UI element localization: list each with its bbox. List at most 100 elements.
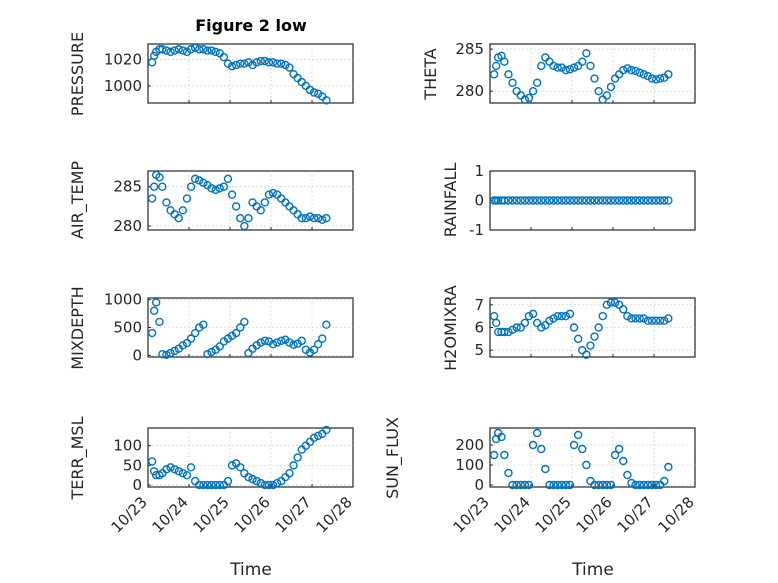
data-point [578, 345, 587, 355]
data-point [147, 457, 157, 466]
data-point [199, 320, 208, 329]
data-point [610, 450, 620, 460]
data-point [619, 65, 628, 75]
data-point [215, 342, 224, 351]
data-point [623, 64, 632, 73]
data-point [614, 196, 624, 205]
data-point [236, 463, 245, 472]
data-point [594, 323, 603, 332]
data-point [573, 334, 583, 344]
data-point [195, 45, 204, 54]
data-point [647, 480, 657, 490]
data-point [322, 96, 331, 105]
data-point [277, 336, 286, 346]
y-tick-label: 285 [455, 40, 484, 58]
plot-air_temp: 280 285 [113, 170, 354, 235]
data-point [639, 480, 648, 490]
data-point [297, 213, 306, 223]
data-point [565, 480, 575, 490]
data-point [553, 63, 562, 72]
data-point [586, 61, 595, 71]
data-point [207, 480, 216, 490]
data-point [532, 78, 542, 87]
data-point [569, 63, 579, 72]
data-point [557, 196, 566, 205]
data-point [244, 472, 253, 482]
data-point [158, 182, 167, 191]
data-point [512, 196, 521, 205]
data-point [252, 476, 261, 486]
data-point [541, 464, 550, 474]
data-point [643, 316, 653, 325]
data-point [586, 341, 595, 350]
data-point [643, 71, 653, 81]
data-point [494, 196, 503, 205]
data-point [256, 478, 265, 488]
y-tick-label: 6 [474, 319, 484, 337]
data-point [248, 474, 257, 484]
data-point [631, 196, 640, 205]
data-point [236, 59, 245, 68]
data-point [268, 188, 278, 198]
data-point [549, 480, 558, 490]
data-point [186, 45, 196, 54]
data-point [655, 316, 665, 325]
data-point [240, 59, 249, 68]
data-point [215, 480, 224, 490]
data-point [504, 70, 513, 79]
data-point [660, 476, 669, 486]
data-point [244, 348, 253, 358]
data-point [565, 65, 575, 74]
data-point [227, 62, 237, 71]
data-point [594, 86, 603, 96]
data-point [639, 196, 648, 205]
data-point [322, 213, 331, 223]
data-point [516, 480, 525, 490]
data-point [151, 298, 161, 307]
data-point [322, 320, 331, 329]
x-tick-label: 10/26 [231, 493, 274, 536]
data-point [260, 480, 270, 490]
data-point [623, 196, 632, 205]
data-point [162, 46, 171, 55]
data-point [166, 47, 175, 57]
data-point [231, 60, 241, 70]
data-point [207, 347, 216, 357]
data-point [223, 476, 233, 486]
data-point [508, 480, 517, 490]
data-point [602, 300, 612, 310]
data-point [655, 196, 665, 205]
data-point [264, 58, 274, 67]
data-point [545, 196, 554, 205]
data-point [309, 345, 319, 354]
data-point [256, 56, 265, 66]
data-point [569, 196, 579, 205]
x-tick-label: 10/27 [614, 493, 657, 536]
data-point [170, 46, 179, 55]
data-point [610, 298, 620, 307]
data-point [260, 336, 270, 346]
y-tick-label: 0 [132, 476, 142, 494]
data-point [500, 196, 509, 205]
plot-h2omixra: 5 6 7 [474, 296, 696, 359]
data-point [590, 480, 599, 490]
data-point [528, 86, 538, 96]
x-tick-label: 10/25 [190, 493, 233, 536]
data-point [313, 213, 323, 223]
data-point [178, 469, 188, 478]
data-point [170, 346, 179, 356]
ylabel-terr-msl: TERR_MSL [68, 416, 88, 500]
data-point [147, 194, 157, 203]
data-point [500, 450, 509, 460]
data-point [500, 57, 509, 66]
data-point [272, 478, 282, 488]
data-point [166, 463, 175, 472]
data-point [532, 196, 542, 205]
data-point [268, 480, 278, 490]
data-point [285, 63, 294, 72]
y-tick-label: 1020 [104, 51, 142, 69]
data-point [524, 311, 534, 321]
data-point [199, 480, 208, 490]
panel-pressure: PRESSURE [68, 32, 354, 116]
y-tick-label: 7 [474, 296, 484, 314]
